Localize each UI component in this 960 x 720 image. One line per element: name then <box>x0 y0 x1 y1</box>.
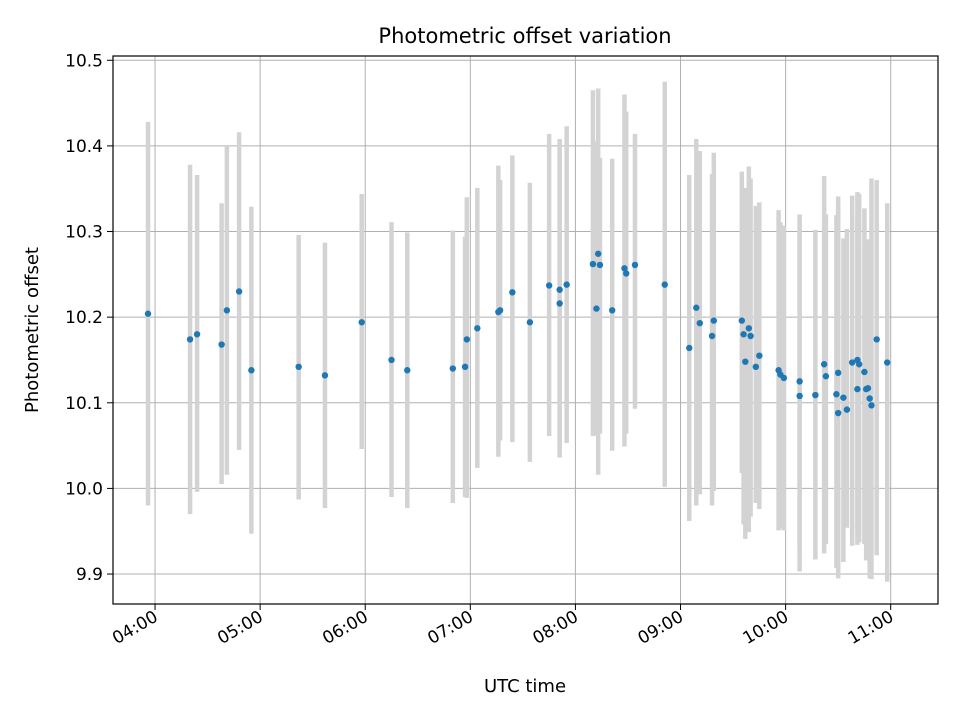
data-point <box>864 385 872 392</box>
data-point <box>834 409 842 417</box>
data-point <box>884 359 891 366</box>
data-point <box>854 385 861 393</box>
data-point <box>693 304 700 311</box>
data-point <box>868 402 875 409</box>
data-point <box>747 332 754 340</box>
data-point <box>621 265 628 272</box>
data-point <box>609 307 616 314</box>
y-tick-label: 10.5 <box>65 51 103 71</box>
y-tick-label: 9.9 <box>76 565 103 585</box>
data-point <box>463 336 471 343</box>
data-point <box>186 336 194 343</box>
data-point <box>833 391 840 398</box>
plot-frame <box>112 55 939 605</box>
data-point <box>193 331 201 338</box>
data-point <box>449 365 457 372</box>
data-point <box>812 391 819 399</box>
data-point <box>593 305 600 312</box>
data-point <box>820 361 828 368</box>
data-point <box>461 363 469 371</box>
data-point <box>235 288 243 295</box>
data-point <box>756 352 763 359</box>
data-point <box>623 270 630 277</box>
data-point <box>556 300 563 307</box>
data-point <box>738 317 746 324</box>
data-point <box>509 289 516 296</box>
data-point <box>248 367 255 374</box>
data-point <box>780 374 788 382</box>
data-point <box>661 281 668 288</box>
data-point <box>144 310 152 317</box>
y-tick-label: 10.1 <box>65 394 103 414</box>
y-tick-label: 10.0 <box>65 479 103 499</box>
data-point <box>742 358 749 365</box>
data-point <box>496 307 504 314</box>
data-point <box>745 325 753 332</box>
y-tick-label: 10.3 <box>65 223 103 243</box>
y-tick-label: 10.4 <box>65 137 103 157</box>
data-point <box>708 332 716 340</box>
data-point <box>822 373 830 380</box>
data-point <box>594 250 602 257</box>
data-point <box>321 372 329 379</box>
data-point <box>840 394 847 401</box>
data-point <box>848 359 856 366</box>
data-point <box>631 261 639 269</box>
data-point <box>834 369 842 377</box>
data-point <box>388 356 395 364</box>
data-point <box>796 378 803 385</box>
data-point <box>589 260 597 268</box>
data-point <box>474 325 481 332</box>
data-point <box>873 336 880 343</box>
data-point <box>295 363 302 371</box>
data-point <box>526 319 534 326</box>
data-point <box>796 392 803 400</box>
data-point <box>855 361 863 368</box>
data-point <box>223 307 231 314</box>
data-point <box>358 319 365 326</box>
data-point <box>710 317 717 324</box>
data-point <box>686 344 693 352</box>
data-point <box>545 282 553 289</box>
data-point <box>866 395 873 402</box>
data-point <box>556 286 563 293</box>
data-point <box>696 319 703 327</box>
chart-title: Photometric offset variation <box>378 24 671 48</box>
data-point <box>218 341 225 348</box>
data-points <box>144 250 891 417</box>
data-point <box>596 261 604 269</box>
y-axis-label: Photometric offset <box>22 247 43 413</box>
data-point <box>861 368 868 376</box>
data-point <box>752 363 760 371</box>
y-axis-ticks: 9.9 10.0 10.1 10.2 10.3 10.4 10.5 <box>65 51 113 585</box>
data-point <box>404 367 411 374</box>
x-axis-label: UTC time <box>484 676 566 697</box>
y-tick-label: 10.2 <box>65 308 103 328</box>
data-point <box>843 406 851 413</box>
data-point <box>740 331 747 338</box>
data-point <box>563 281 570 288</box>
